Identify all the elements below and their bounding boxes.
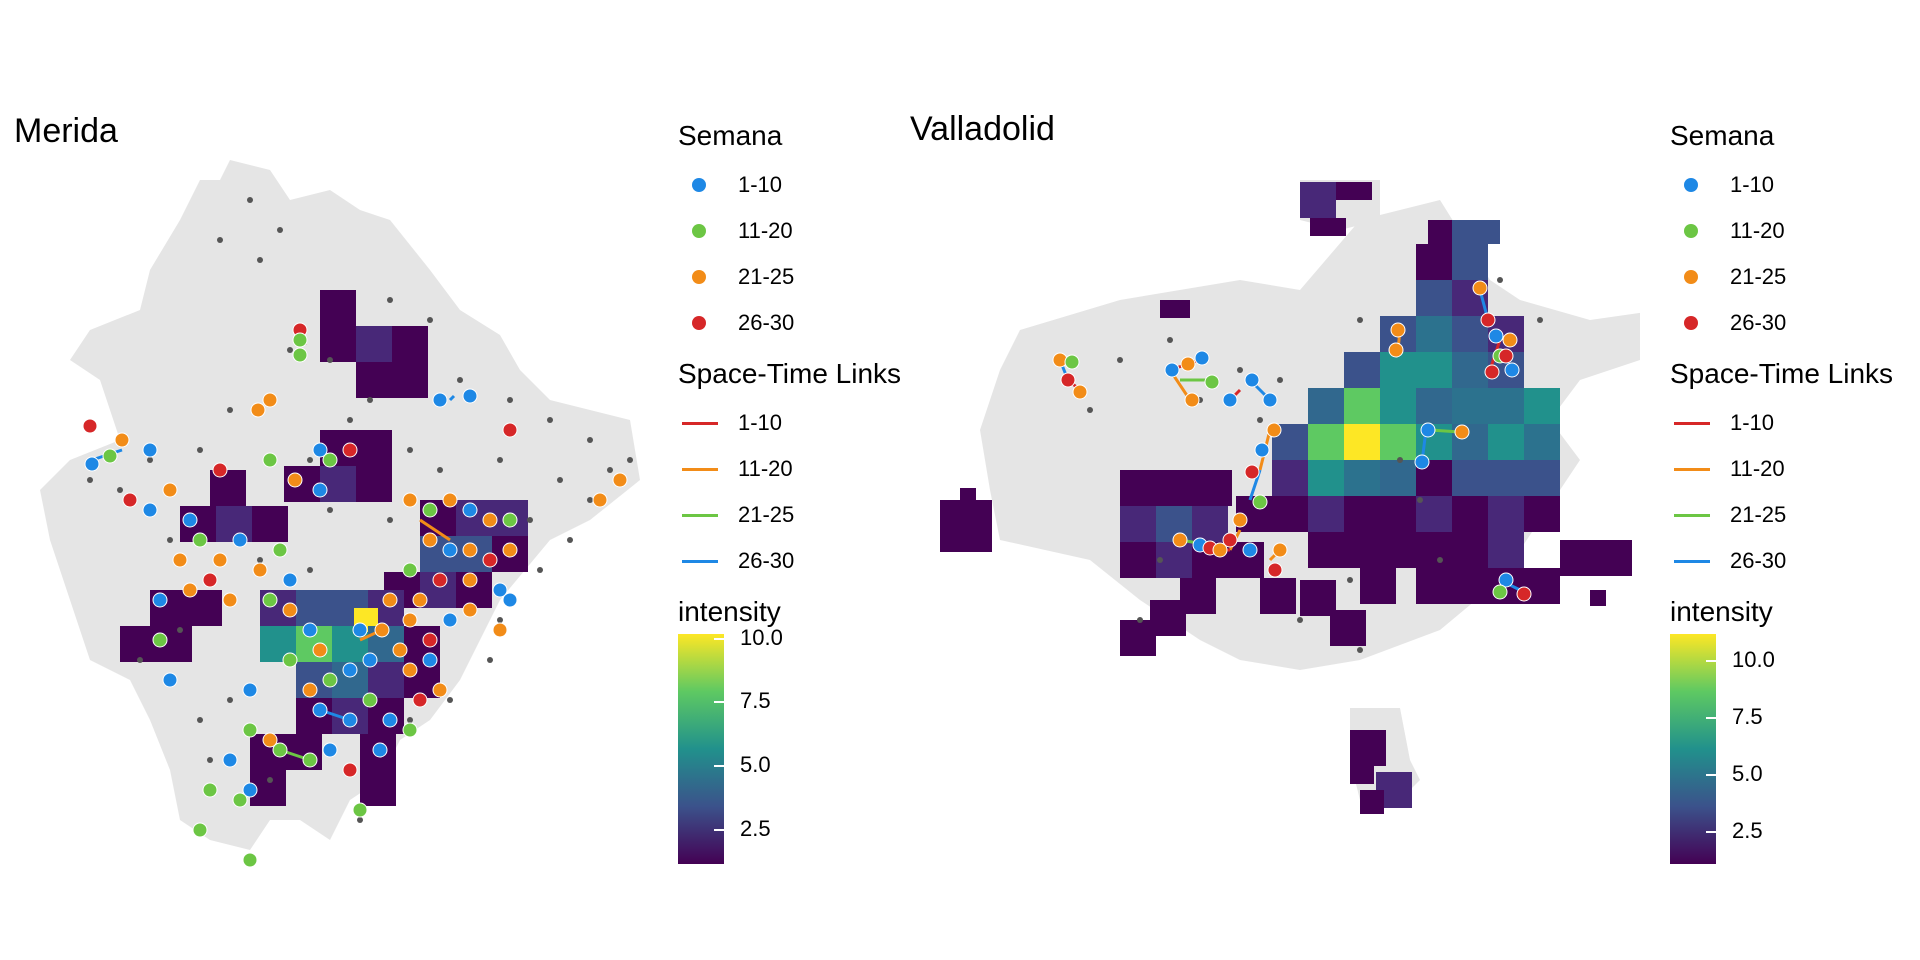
semana-swatch (1684, 270, 1698, 284)
intensity-legend-title: intensity (1670, 596, 1773, 627)
valladolid-case-points (1087, 277, 1543, 653)
intensity-tick-mark (1706, 774, 1716, 776)
links-label: 26-30 (1730, 548, 1787, 573)
semana-label: 1-10 (1730, 172, 1775, 197)
intensity-tick-mark (714, 701, 724, 703)
links-legend: Space-Time Links 1-10 11-20 21-25 26-30 (1670, 358, 1910, 586)
links-label: 11-20 (738, 456, 793, 481)
intensity-tick-label: 2.5 (1732, 818, 1763, 843)
intensity-tick-label: 10.0 (740, 625, 783, 650)
intensity-tick-label: 2.5 (740, 816, 771, 841)
links-entry: 26-30 (678, 540, 908, 586)
links-legend-title: Space-Time Links (678, 358, 902, 389)
merida-weekly-points (82, 322, 628, 868)
merida-land (40, 160, 640, 850)
links-swatch (1674, 560, 1710, 563)
links-entry: 11-20 (1670, 448, 1910, 494)
semana-legend-title: Semana (1670, 120, 1775, 151)
intensity-tick-label: 5.0 (740, 752, 771, 777)
semana-swatch (692, 316, 706, 330)
merida-map (40, 160, 640, 868)
intensity-tick-mark (714, 638, 724, 640)
intensity-colorbar-wrap: 10.0 7.5 5.0 2.5 (678, 625, 908, 874)
semana-swatch (1684, 178, 1698, 192)
links-swatch (682, 560, 718, 563)
semana-label: 26-30 (1730, 310, 1787, 335)
semana-entry: 1-10 (1670, 164, 1910, 210)
links-legend-title: Space-Time Links (1670, 358, 1894, 389)
merida-panel: Merida (0, 0, 920, 960)
intensity-legend-title: intensity (678, 596, 781, 627)
semana-entry: 1-10 (678, 164, 908, 210)
semana-entry: 21-25 (678, 256, 908, 302)
semana-swatch (1684, 316, 1698, 330)
intensity-tick-mark (1706, 660, 1716, 662)
links-swatch (682, 468, 718, 471)
links-entry: 11-20 (678, 448, 908, 494)
panel-title-valladolid: Valladolid (910, 110, 1055, 148)
merida-legend: Semana 1-10 11-20 21-25 26-30 Space-Time… (678, 120, 908, 884)
links-legend: Space-Time Links 1-10 11-20 21-25 26-30 (678, 358, 908, 586)
valladolid-intensity-cells (940, 182, 1632, 814)
intensity-colorbar (678, 634, 724, 864)
intensity-colorbar (1670, 634, 1716, 864)
valladolid-panel: Valladolid (900, 0, 1920, 960)
links-entry: 1-10 (678, 402, 908, 448)
semana-entry: 26-30 (1670, 302, 1910, 348)
links-label: 21-25 (1730, 502, 1787, 527)
intensity-tick-label: 10.0 (1732, 647, 1775, 672)
intensity-tick-label: 5.0 (1732, 761, 1763, 786)
semana-entry: 11-20 (1670, 210, 1910, 256)
links-label: 1-10 (1730, 410, 1775, 435)
semana-legend-title: Semana (678, 120, 783, 151)
links-entry: 26-30 (1670, 540, 1910, 586)
intensity-tick-mark (1706, 717, 1716, 719)
links-swatch (1674, 468, 1710, 471)
semana-swatch (692, 224, 706, 238)
intensity-legend: intensity 10.0 7.5 5.0 2.5 (678, 596, 908, 874)
intensity-tick-mark (714, 765, 724, 767)
links-entry: 1-10 (1670, 402, 1910, 448)
valladolid-weekly-points (1052, 280, 1532, 602)
links-swatch (682, 514, 718, 517)
semana-swatch (1684, 224, 1698, 238)
links-label: 21-25 (738, 502, 795, 527)
valladolid-legend: Semana 1-10 11-20 21-25 26-30 Space-Time… (1670, 120, 1910, 884)
intensity-tick-label: 7.5 (1732, 704, 1763, 729)
valladolid-map (940, 180, 1640, 814)
semana-entry: 26-30 (678, 302, 908, 348)
links-label: 26-30 (738, 548, 795, 573)
semana-label: 21-25 (1730, 264, 1787, 289)
merida-case-points (87, 197, 633, 823)
links-swatch (1674, 422, 1710, 425)
links-swatch (1674, 514, 1710, 517)
semana-legend: Semana 1-10 11-20 21-25 26-30 (1670, 120, 1910, 348)
semana-label: 21-25 (738, 264, 795, 289)
semana-label: 1-10 (738, 172, 783, 197)
links-entry: 21-25 (678, 494, 908, 540)
panel-title-merida: Merida (14, 112, 118, 150)
intensity-tick-mark (1706, 831, 1716, 833)
semana-label: 11-20 (738, 218, 793, 243)
links-entry: 21-25 (1670, 494, 1910, 540)
intensity-tick-label: 7.5 (740, 688, 771, 713)
intensity-colorbar-wrap: 10.0 7.5 5.0 2.5 (1670, 634, 1910, 874)
links-label: 11-20 (1730, 456, 1785, 481)
semana-legend: Semana 1-10 11-20 21-25 26-30 (678, 120, 908, 348)
semana-swatch (692, 270, 706, 284)
links-swatch (682, 422, 718, 425)
semana-label: 26-30 (738, 310, 795, 335)
intensity-tick-mark (714, 829, 724, 831)
semana-swatch (692, 178, 706, 192)
semana-entry: 11-20 (678, 210, 908, 256)
intensity-legend: intensity 10.0 7.5 5.0 2.5 (1670, 596, 1910, 874)
semana-entry: 21-25 (1670, 256, 1910, 302)
semana-label: 11-20 (1730, 218, 1785, 243)
links-label: 1-10 (738, 410, 783, 435)
